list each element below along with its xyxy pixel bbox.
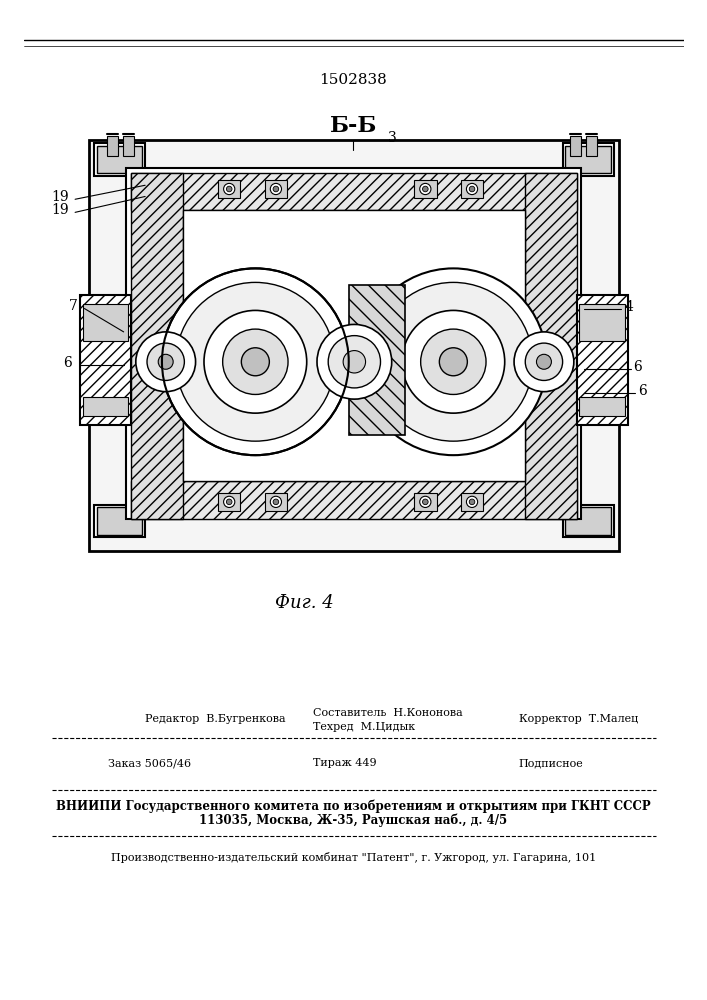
Circle shape bbox=[226, 499, 232, 505]
Bar bbox=[131, 481, 577, 519]
Text: 19: 19 bbox=[51, 203, 69, 217]
Circle shape bbox=[420, 183, 431, 195]
Bar bbox=[97, 507, 142, 535]
Circle shape bbox=[423, 499, 428, 505]
Text: 1502838: 1502838 bbox=[320, 73, 387, 87]
Circle shape bbox=[223, 496, 235, 507]
Circle shape bbox=[162, 268, 349, 455]
Bar bbox=[131, 173, 182, 519]
Text: Составитель  Н.Кононова: Составитель Н.Кононова bbox=[313, 708, 463, 718]
Bar bbox=[577, 295, 628, 425]
Circle shape bbox=[420, 496, 431, 507]
Bar bbox=[80, 295, 131, 425]
Circle shape bbox=[273, 499, 279, 505]
Text: Корректор  Т.Малец: Корректор Т.Малец bbox=[519, 714, 638, 724]
Text: Б-Б: Б-Б bbox=[329, 115, 377, 137]
Circle shape bbox=[223, 329, 288, 394]
Bar bbox=[182, 210, 525, 481]
Circle shape bbox=[176, 282, 334, 441]
Circle shape bbox=[328, 336, 380, 388]
Bar bbox=[586, 136, 597, 156]
Text: Заказ 5065/46: Заказ 5065/46 bbox=[107, 758, 191, 768]
Circle shape bbox=[469, 499, 475, 505]
Circle shape bbox=[241, 348, 269, 376]
Circle shape bbox=[158, 354, 173, 369]
Circle shape bbox=[147, 343, 185, 380]
Bar bbox=[566, 146, 611, 173]
Bar bbox=[107, 136, 118, 156]
Bar bbox=[94, 505, 145, 537]
Bar bbox=[218, 180, 240, 198]
Bar bbox=[94, 143, 145, 176]
Bar bbox=[83, 397, 129, 416]
Bar bbox=[570, 136, 581, 156]
Circle shape bbox=[514, 332, 574, 392]
Circle shape bbox=[402, 310, 505, 413]
Circle shape bbox=[423, 186, 428, 192]
Text: 7: 7 bbox=[69, 299, 78, 313]
Bar bbox=[414, 493, 436, 511]
Bar bbox=[97, 146, 142, 173]
Bar bbox=[123, 136, 134, 156]
Bar bbox=[414, 180, 436, 198]
Circle shape bbox=[469, 186, 475, 192]
Circle shape bbox=[273, 186, 279, 192]
Text: Тираж 449: Тираж 449 bbox=[313, 758, 377, 768]
Text: Техред  М.Цидык: Техред М.Цидык bbox=[313, 722, 416, 732]
Bar bbox=[131, 173, 577, 210]
Circle shape bbox=[270, 183, 281, 195]
Circle shape bbox=[525, 343, 563, 380]
Circle shape bbox=[136, 332, 196, 392]
Bar bbox=[264, 180, 287, 198]
Text: 19: 19 bbox=[51, 190, 69, 204]
Text: 6: 6 bbox=[633, 360, 642, 374]
Bar bbox=[461, 180, 484, 198]
Bar bbox=[461, 493, 484, 511]
Text: Подписное: Подписное bbox=[519, 758, 583, 768]
Circle shape bbox=[439, 348, 467, 376]
Bar bbox=[525, 173, 577, 519]
Circle shape bbox=[467, 496, 478, 507]
Circle shape bbox=[223, 183, 235, 195]
Text: 4: 4 bbox=[624, 300, 633, 314]
Bar bbox=[580, 397, 625, 416]
Text: Фиг. 4: Фиг. 4 bbox=[274, 594, 333, 612]
Circle shape bbox=[317, 324, 392, 399]
Circle shape bbox=[374, 282, 533, 441]
Circle shape bbox=[226, 186, 232, 192]
Bar bbox=[218, 493, 240, 511]
Bar bbox=[89, 140, 619, 551]
Bar bbox=[563, 505, 614, 537]
Text: 6: 6 bbox=[638, 384, 646, 398]
Bar bbox=[563, 143, 614, 176]
Text: Редактор  В.Бугренкова: Редактор В.Бугренкова bbox=[145, 714, 286, 724]
Bar bbox=[83, 304, 129, 341]
Circle shape bbox=[421, 329, 486, 394]
Circle shape bbox=[343, 351, 366, 373]
Circle shape bbox=[204, 310, 307, 413]
Bar bbox=[580, 304, 625, 341]
Bar bbox=[264, 493, 287, 511]
Circle shape bbox=[537, 354, 551, 369]
Circle shape bbox=[270, 496, 281, 507]
Text: Производственно-издательский комбинат "Патент", г. Ужгород, ул. Гагарина, 101: Производственно-издательский комбинат "П… bbox=[111, 852, 596, 863]
Text: ВНИИПИ Государственного комитета по изобретениям и открытиям при ГКНТ СССР: ВНИИПИ Государственного комитета по изоб… bbox=[56, 800, 650, 813]
Circle shape bbox=[467, 183, 478, 195]
Text: 113035, Москва, Ж-35, Раушская наб., д. 4/5: 113035, Москва, Ж-35, Раушская наб., д. … bbox=[199, 814, 508, 827]
Bar bbox=[349, 285, 405, 435]
Circle shape bbox=[360, 268, 547, 455]
Text: 3: 3 bbox=[388, 131, 397, 145]
Bar bbox=[127, 168, 581, 519]
Bar bbox=[566, 507, 611, 535]
Text: 6: 6 bbox=[64, 356, 72, 370]
